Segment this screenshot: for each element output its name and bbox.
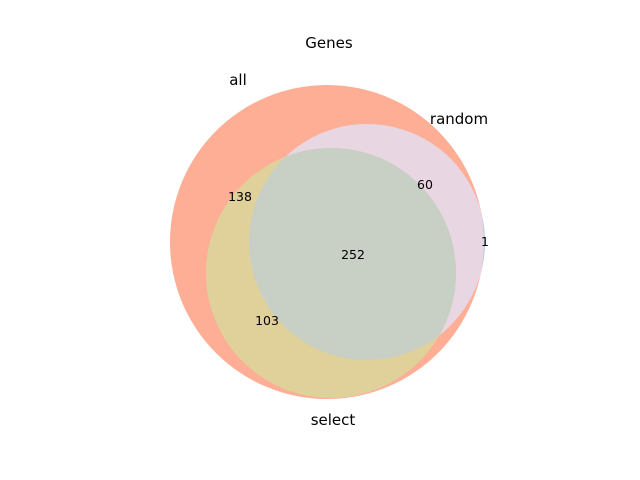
diagram-title: Genes <box>305 34 353 52</box>
region-label-all-select: 103 <box>255 313 279 328</box>
set-label-all: all <box>229 71 247 89</box>
set-label-random: random <box>430 110 488 128</box>
region-label-all-random-select: 252 <box>341 247 365 262</box>
region-label-all-only: 138 <box>228 189 252 204</box>
region-label-all-random: 60 <box>417 177 433 192</box>
set-label-select: select <box>311 411 356 429</box>
region-label-random-only: 1 <box>481 234 489 249</box>
